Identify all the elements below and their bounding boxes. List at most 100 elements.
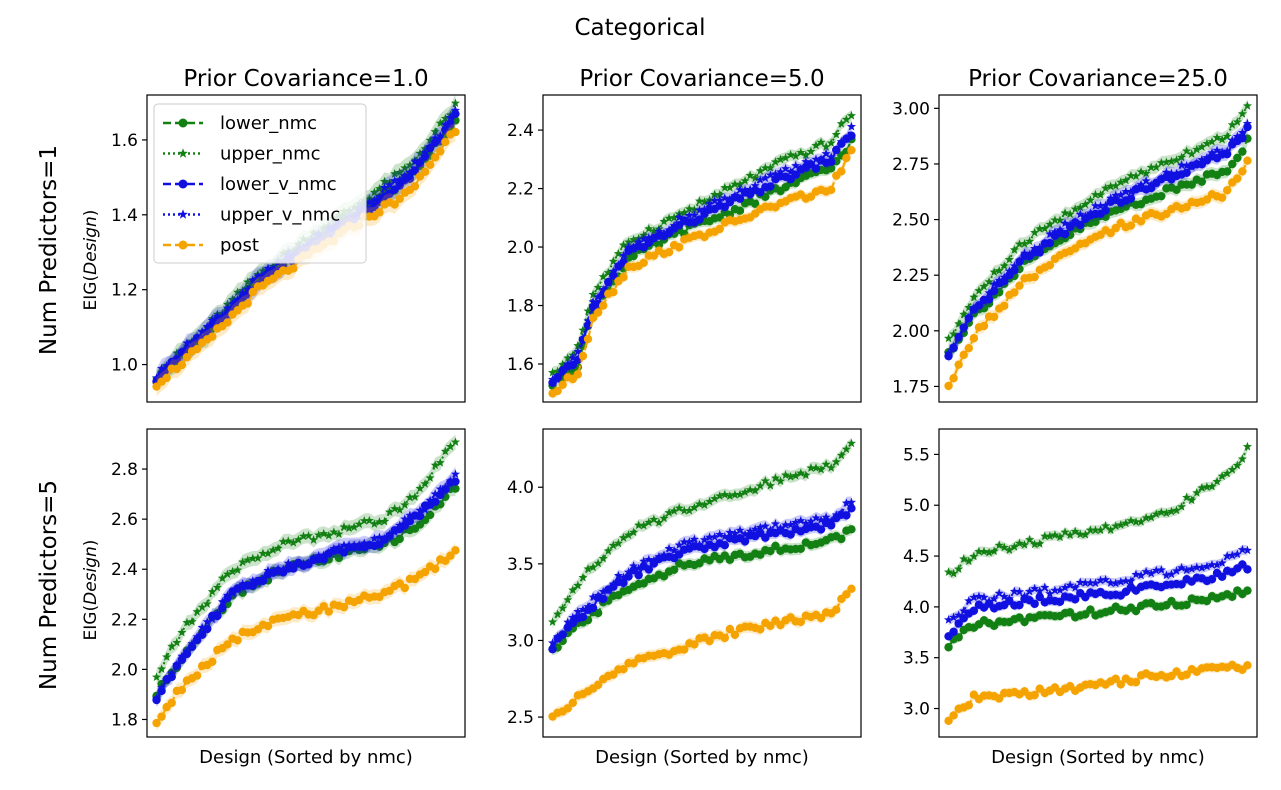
- data-point: [192, 635, 202, 645]
- data-point-star: [395, 505, 405, 514]
- ytick-label: 1.6: [507, 355, 534, 375]
- data-point-star: [639, 520, 649, 530]
- data-point-star: [1070, 216, 1080, 226]
- data-point-star: [710, 493, 720, 503]
- data-point: [1217, 572, 1227, 581]
- data-point: [944, 351, 953, 361]
- data-point-star: [740, 529, 750, 539]
- data-point: [629, 251, 638, 261]
- data-point-star: [750, 173, 760, 182]
- data-point: [324, 607, 333, 616]
- data-point-star: [369, 187, 379, 197]
- data-point-star: [1095, 525, 1106, 535]
- data-point-star: [1217, 147, 1227, 156]
- data-point-star: [765, 163, 775, 172]
- data-point: [1060, 229, 1070, 239]
- data-point: [410, 182, 420, 191]
- data-point-star: [730, 490, 740, 499]
- data-point: [263, 621, 273, 631]
- data-point-star: [573, 580, 583, 590]
- data-point: [177, 655, 187, 664]
- data-point-star: [745, 485, 755, 494]
- data-point: [1136, 217, 1146, 226]
- data-point-star: [623, 530, 634, 539]
- plot-area: [943, 441, 1253, 726]
- data-point-star: [949, 612, 959, 622]
- data-point-star: [385, 180, 395, 189]
- data-point: [593, 308, 603, 317]
- data-point-star: [573, 606, 583, 616]
- data-point-star: [1217, 558, 1227, 567]
- data-point-star: [202, 321, 212, 331]
- data-point-star: [243, 284, 253, 294]
- data-point-star: [740, 185, 750, 194]
- data-point-star: [699, 197, 710, 206]
- data-point: [609, 287, 618, 297]
- data-point-star: [1146, 162, 1156, 172]
- data-point-star: [1095, 190, 1106, 199]
- data-point-star: [157, 683, 167, 692]
- data-point: [157, 712, 166, 721]
- xlabel-col-2: Design (Sorted by nmc): [595, 747, 809, 768]
- data-point-star: [578, 333, 588, 343]
- data-point-star: [1045, 219, 1055, 229]
- data-point-star: [745, 184, 755, 194]
- axes-frame: [938, 428, 1258, 738]
- data-point-star: [821, 459, 831, 469]
- data-point-star: [1207, 136, 1217, 146]
- series-post: [548, 144, 856, 400]
- data-point-star: [1166, 168, 1177, 178]
- data-point-star: [755, 166, 765, 175]
- series-upper_v_nmc: [943, 544, 1253, 625]
- data-point-star: [578, 572, 588, 582]
- data-point-star: [233, 584, 243, 593]
- data-point-star: [1227, 464, 1237, 474]
- data-point: [182, 353, 192, 362]
- data-point-star: [634, 520, 644, 530]
- data-point-star: [745, 526, 755, 536]
- data-point-star: [278, 564, 288, 574]
- data-point-star: [750, 485, 760, 495]
- data-point: [289, 264, 298, 273]
- data-point-star: [755, 175, 765, 184]
- data-point: [451, 109, 460, 118]
- data-point: [1182, 600, 1191, 610]
- data-point-star: [664, 543, 674, 553]
- data-point: [984, 295, 994, 304]
- data-point-star: [558, 359, 568, 369]
- series-upper_nmc: [547, 109, 857, 379]
- data-point-star: [964, 596, 974, 605]
- data-point-star: [1014, 587, 1025, 596]
- data-point-star: [1166, 569, 1177, 579]
- data-point: [791, 170, 800, 179]
- row-label-1: Num Predictors=1: [36, 145, 62, 355]
- data-point-star: [969, 592, 979, 602]
- data-point-star: [796, 468, 806, 478]
- data-point-star: [578, 325, 588, 335]
- data-point: [1238, 147, 1247, 156]
- data-point-star: [618, 250, 629, 260]
- data-point-star: [699, 204, 710, 214]
- data-point: [847, 525, 856, 534]
- data-point-star: [1136, 167, 1146, 176]
- data-point-star: [816, 464, 826, 474]
- data-point-star: [233, 565, 243, 575]
- data-point-star: [694, 499, 705, 508]
- data-point: [949, 711, 958, 720]
- data-point: [969, 606, 979, 615]
- plot-area: [547, 109, 857, 400]
- data-point-star: [765, 480, 775, 490]
- data-point-star: [1182, 160, 1192, 170]
- ytick-label: 3.00: [892, 99, 930, 119]
- data-point-star: [781, 153, 791, 162]
- legend-label: upper_nmc: [220, 144, 321, 165]
- ytick-label: 1.8: [111, 710, 138, 730]
- data-point-star: [1227, 120, 1237, 129]
- data-point-star: [613, 260, 623, 269]
- data-point: [766, 182, 775, 191]
- data-point-star: [765, 525, 775, 534]
- data-point-star: [405, 510, 415, 520]
- data-point-star: [583, 564, 593, 573]
- data-point-star: [1207, 481, 1217, 491]
- data-point-star: [1111, 578, 1121, 588]
